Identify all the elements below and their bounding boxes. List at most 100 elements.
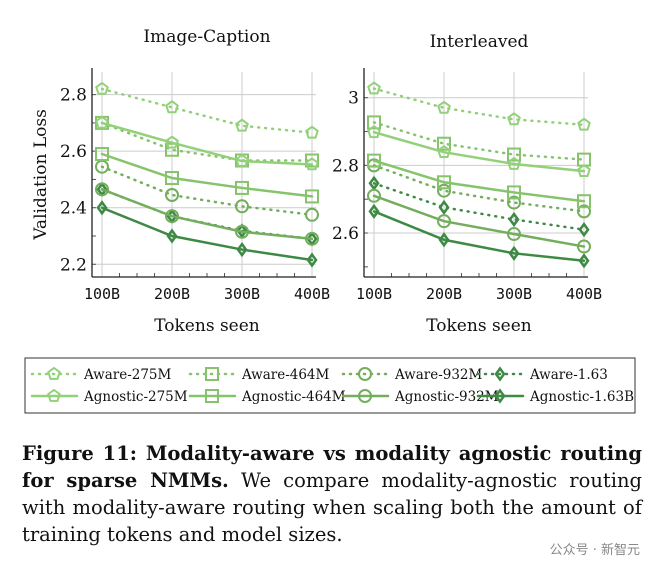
series-line-agnostic-932m [372, 194, 586, 248]
chart-title: Interleaved [430, 32, 529, 52]
legend-pentagon-icon [47, 366, 61, 380]
figure: Image-Caption 100B 200B 300B 400B 2.2 2.4 2.6 2.… [24, 27, 636, 414]
data-point-aware-932m [165, 188, 179, 202]
y-tick-label: 3 [348, 89, 359, 109]
series-line-aware-1.63 [372, 182, 586, 231]
data-point-aware-464m [507, 147, 521, 162]
series-line-aware-275m [100, 87, 314, 135]
data-point-agnostic-464m [437, 175, 451, 190]
data-point-aware-275m [95, 81, 109, 95]
legend-label: Agnostic-464M [241, 389, 346, 405]
x-axis-label: Tokens seen [426, 316, 532, 336]
data-point-aware-275m [305, 125, 319, 139]
data-point-agnostic-464m [577, 194, 591, 209]
data-point-agnostic-1.63b [166, 228, 178, 244]
x-tick-label: 100B [84, 285, 120, 303]
data-point-agnostic-275m [165, 135, 179, 149]
data-point-agnostic-1.63b [438, 232, 450, 248]
data-point-agnostic-1.63b [306, 252, 318, 268]
y-tick-label: 2.4 [60, 199, 87, 219]
data-point-agnostic-1.63b [368, 203, 380, 219]
data-point-aware-1.63 [508, 211, 520, 228]
data-point-agnostic-275m [577, 163, 591, 177]
data-point-aware-464m [367, 115, 381, 130]
legend-label: Aware-275M [83, 367, 172, 383]
data-point-aware-464m [437, 136, 451, 151]
y-tick-label: 2.8 [332, 156, 359, 176]
legend-label: Agnostic-275M [83, 389, 188, 405]
y-tick-label: 2.6 [332, 224, 359, 244]
data-point-aware-464m [305, 153, 319, 168]
series-line-agnostic-275m [372, 130, 586, 173]
data-point-agnostic-464m [165, 171, 179, 186]
x-tick-label: 300B [496, 285, 532, 303]
data-point-agnostic-1.63b [96, 200, 108, 216]
data-point-agnostic-1.63b [508, 245, 520, 261]
data-point-aware-932m [437, 183, 451, 198]
legend-label: Agnostic-932M [394, 389, 499, 405]
data-point-aware-1.63 [236, 223, 248, 239]
legend-label: Aware-1.63 [529, 367, 608, 383]
data-point-agnostic-464m [235, 180, 249, 195]
series-line-agnostic-932m [100, 188, 314, 241]
y-tick-label: 2.6 [60, 142, 87, 162]
series-line-agnostic-1.63b [100, 206, 314, 262]
x-tick-label: 200B [154, 285, 190, 303]
data-point-aware-932m [507, 195, 521, 210]
chart-title: Image-Caption [143, 27, 270, 47]
data-point-agnostic-932m [577, 239, 591, 254]
data-point-aware-275m [437, 100, 451, 114]
series-line-aware-1.63 [100, 188, 314, 241]
data-point-aware-932m [577, 204, 591, 219]
data-point-agnostic-464m [305, 189, 319, 204]
data-point-agnostic-275m [305, 157, 319, 171]
data-point-agnostic-464m [367, 153, 381, 168]
data-point-agnostic-932m [437, 214, 451, 229]
data-point-agnostic-932m [235, 224, 249, 239]
data-point-aware-275m [367, 81, 381, 95]
series-line-agnostic-464m [372, 159, 586, 203]
data-point-agnostic-275m [235, 153, 249, 167]
series-line-aware-932m [372, 164, 586, 213]
data-point-agnostic-275m [507, 156, 521, 170]
series-line-aware-932m [100, 165, 314, 217]
x-tick-label: 300B [224, 285, 260, 303]
legend-circle-icon [358, 389, 372, 403]
legend-label: Aware-464M [241, 367, 330, 383]
data-point-agnostic-932m [165, 209, 179, 224]
data-point-agnostic-932m [367, 188, 381, 203]
data-point-aware-275m [235, 118, 249, 132]
watermark: 公众号 · 新智元 [549, 543, 640, 558]
series-line-aware-275m [372, 87, 586, 127]
data-point-agnostic-1.63b [236, 241, 248, 258]
data-point-aware-275m [577, 117, 591, 131]
y-tick-label: 2.2 [60, 255, 87, 275]
y-tick-label: 2.8 [60, 86, 87, 106]
data-point-agnostic-275m [95, 115, 109, 129]
data-point-aware-1.63 [438, 199, 450, 215]
data-point-agnostic-464m [95, 147, 109, 161]
x-axis-label: Tokens seen [154, 316, 260, 336]
legend-pentagon-icon [47, 388, 61, 402]
data-point-agnostic-275m [367, 124, 381, 139]
legend-label: Aware-932M [394, 367, 483, 383]
data-point-aware-275m [507, 112, 521, 126]
legend-label: Agnostic-1.63B [529, 389, 634, 405]
data-point-agnostic-464m [507, 185, 521, 200]
data-point-aware-275m [165, 100, 179, 114]
series-line-agnostic-464m [100, 152, 314, 198]
series-line-agnostic-275m [100, 121, 314, 166]
series-line-agnostic-1.63b [372, 210, 586, 263]
x-tick-label: 400B [566, 285, 602, 303]
data-point-aware-932m [235, 199, 249, 214]
series-line-aware-464m [372, 121, 586, 161]
data-point-aware-1.63 [578, 222, 590, 238]
data-point-aware-932m [305, 207, 319, 222]
x-tick-label: 100B [356, 285, 392, 303]
figure-caption: Figure 11: Modality-aware vs modality ag… [22, 440, 642, 548]
x-tick-label: 400B [294, 285, 330, 303]
caption-text: We compare modality-agnostic routing wit… [22, 469, 642, 546]
data-point-agnostic-275m [437, 144, 451, 158]
caption-label: Figure 11: Modality-aware vs modality ag… [22, 442, 642, 492]
legend-square-icon [205, 367, 219, 381]
